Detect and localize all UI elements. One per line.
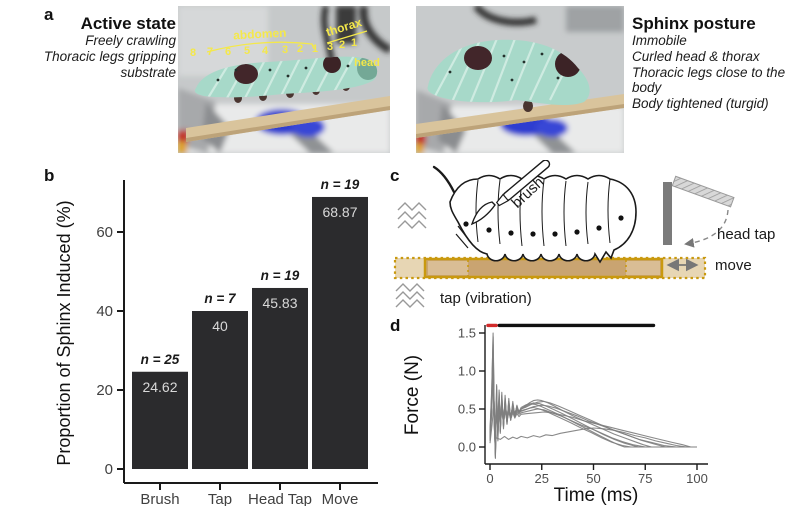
active-state-line: Freely crawling	[85, 33, 176, 48]
y-tick-label: 1.0	[458, 364, 476, 379]
tail-horn	[432, 165, 456, 194]
force-trace-trial-9	[489, 400, 697, 448]
n-label: n = 7	[204, 291, 237, 306]
x-tick-label: 0	[486, 471, 493, 486]
bar-brush	[132, 371, 188, 469]
brush-icon	[470, 160, 551, 226]
y-tick-label: 60	[96, 224, 113, 241]
sphinx-line: Immobile	[632, 33, 687, 48]
n-label: n = 19	[261, 268, 300, 283]
segment-number: 2	[339, 39, 345, 51]
segment-number: 1	[351, 37, 357, 49]
y-tick-label: 0.0	[458, 440, 476, 455]
y-tick-label: 0	[105, 461, 113, 478]
active-state-title: Active state	[80, 14, 176, 33]
bar-value-label: 68.87	[322, 204, 357, 220]
segment-number: 1	[312, 43, 318, 55]
vibration-waves-icon	[397, 202, 427, 229]
stimulus-diagram: brush head tap move tap (vibration)	[393, 160, 775, 308]
x-tick-label: 75	[638, 471, 652, 486]
sphinx-line: Thoracic legs close to the body	[632, 64, 786, 96]
panel-b-label: b	[44, 166, 55, 185]
branch	[393, 256, 707, 280]
bar-value-label: 45.83	[262, 295, 297, 311]
sphinx-posture-text: Sphinx posture Immobile Curled head & th…	[632, 14, 800, 112]
segment-number: 3	[327, 41, 333, 53]
segment-number: 3	[282, 44, 288, 56]
force-trace-trial-2	[489, 343, 697, 456]
n-label: n = 25	[141, 352, 180, 367]
bar-move	[312, 196, 368, 469]
n-label: n = 19	[321, 177, 360, 192]
y-tick-label: 0.5	[458, 402, 476, 417]
segment-number: 8	[190, 47, 196, 59]
panel-c-label: c	[390, 166, 400, 185]
active-state-text: Active state Freely crawling Thoracic le…	[0, 14, 176, 80]
sphinx-posture-title: Sphinx posture	[632, 14, 756, 33]
x-category-label: Brush	[140, 491, 179, 506]
caterpillar-drawing	[432, 165, 637, 264]
bar-value-label: 24.62	[142, 379, 177, 395]
photo-sphinx-posture	[416, 6, 624, 153]
panel-d-label: d	[390, 316, 401, 335]
x-axis-title: Time (ms)	[554, 485, 639, 506]
wooden-dowel	[416, 94, 624, 138]
sphinx-line: Curled head & thorax	[632, 48, 760, 64]
y-tick-label: 20	[96, 382, 113, 399]
abdomen-label: abdomen	[233, 26, 287, 43]
force-trace-trial-8	[489, 336, 697, 459]
tap-vibration-label: tap (vibration)	[440, 290, 532, 307]
active-state-line: Thoracic legs gripping substrate	[43, 48, 176, 80]
x-category-label: Move	[322, 491, 359, 506]
y-tick-label: 40	[96, 303, 113, 320]
wooden-dowel	[186, 96, 390, 142]
caterpillar-sphinx	[427, 39, 590, 112]
segment-number: 7	[207, 46, 213, 58]
head-tap-label: head tap	[717, 226, 775, 243]
force-trace-trial-1	[489, 332, 697, 459]
panel-a-label: a	[44, 5, 54, 24]
segment-number: 4	[262, 45, 269, 57]
head-tap-icon	[663, 175, 735, 248]
bar-head-tap	[252, 287, 308, 469]
x-category-label: Head Tap	[248, 491, 312, 506]
x-category-label: Tap	[208, 491, 232, 506]
y-axis-title: Force (N)	[402, 355, 423, 435]
y-tick-label: 1.5	[458, 326, 476, 341]
force-trace-trial-3	[489, 351, 697, 454]
move-label: move	[715, 257, 752, 274]
photo-active-state: abdomen 8 7 6 5 4 3 2 1 thorax 3 2 1 hea…	[178, 6, 390, 153]
x-tick-label: 50	[586, 471, 600, 486]
bar-tap	[192, 311, 248, 469]
bar-value-label: 40	[212, 318, 228, 334]
x-tick-label: 100	[686, 471, 708, 486]
force-time-chart: 0.0 0.5 1.0 1.5 0 25 50 75 100 Time (ms) Force (N)	[402, 323, 708, 506]
x-tick-label: 25	[535, 471, 549, 486]
segment-number: 2	[297, 43, 303, 55]
y-axis-title: Proportion of Sphinx Induced (%)	[54, 200, 74, 465]
sphinx-line: Body tightened (turgid)	[632, 96, 769, 112]
thorax-bracket	[326, 30, 368, 44]
tap-vibration-waves-icon	[395, 283, 425, 308]
head-label: head	[354, 57, 380, 69]
caterpillar-active	[194, 56, 378, 103]
segment-number: 6	[225, 46, 231, 58]
abdomen-bracket	[206, 41, 315, 53]
sphinx-induced-bar-chart: 0 20 40 60 n = 25 24.62 Brush n = 7 40 Tap n = 19 4…	[54, 177, 378, 506]
segment-number: 5	[244, 45, 250, 57]
